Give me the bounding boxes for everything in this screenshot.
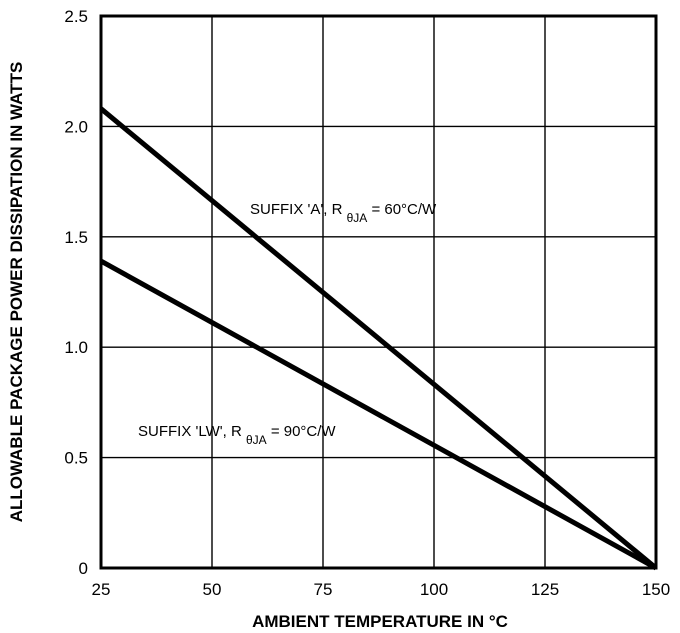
y-axis-title: ALLOWABLE PACKAGE POWER DISSIPATION IN W… xyxy=(7,62,26,523)
series-lw-line xyxy=(99,258,658,571)
x-tick-labels: 25 50 75 100 125 150 xyxy=(92,580,671,599)
y-tick-label: 0 xyxy=(79,559,88,578)
y-tick-label: 2.5 xyxy=(64,7,88,26)
series-a-label-main: SUFFIX 'A', R xyxy=(250,201,347,218)
series-a-label: SUFFIX 'A', R θJA = 60°C/W xyxy=(250,201,437,226)
series-lines xyxy=(99,106,658,571)
series-lw-label: SUFFIX 'LW', R θJA = 90°C/W xyxy=(138,423,336,448)
series-a-label-subscript: θJA xyxy=(347,211,368,225)
series-lw-label-main: SUFFIX 'LW', R xyxy=(138,423,246,440)
x-tick-label: 75 xyxy=(314,580,333,599)
x-tick-label: 150 xyxy=(642,580,670,599)
y-tick-label: 1.0 xyxy=(64,338,88,357)
x-tick-label: 125 xyxy=(531,580,559,599)
series-lw-label-value: = 90°C/W xyxy=(271,423,337,440)
plot-frame xyxy=(99,14,658,570)
y-tick-labels: 0 0.5 1.0 1.5 2.0 2.5 xyxy=(64,7,88,578)
y-tick-label: 1.5 xyxy=(64,228,88,247)
series-a-label-value: = 60°C/W xyxy=(371,201,437,218)
x-tick-label: 25 xyxy=(92,580,111,599)
series-a-line xyxy=(99,106,658,570)
y-tick-label: 0.5 xyxy=(64,449,88,468)
x-tick-label: 50 xyxy=(203,580,222,599)
y-tick-label: 2.0 xyxy=(64,117,88,136)
series-lw-label-subscript: θJA xyxy=(246,433,267,447)
x-tick-label: 100 xyxy=(420,580,448,599)
grid-lines xyxy=(101,16,656,568)
x-axis-title: AMBIENT TEMPERATURE IN °C xyxy=(252,612,508,631)
